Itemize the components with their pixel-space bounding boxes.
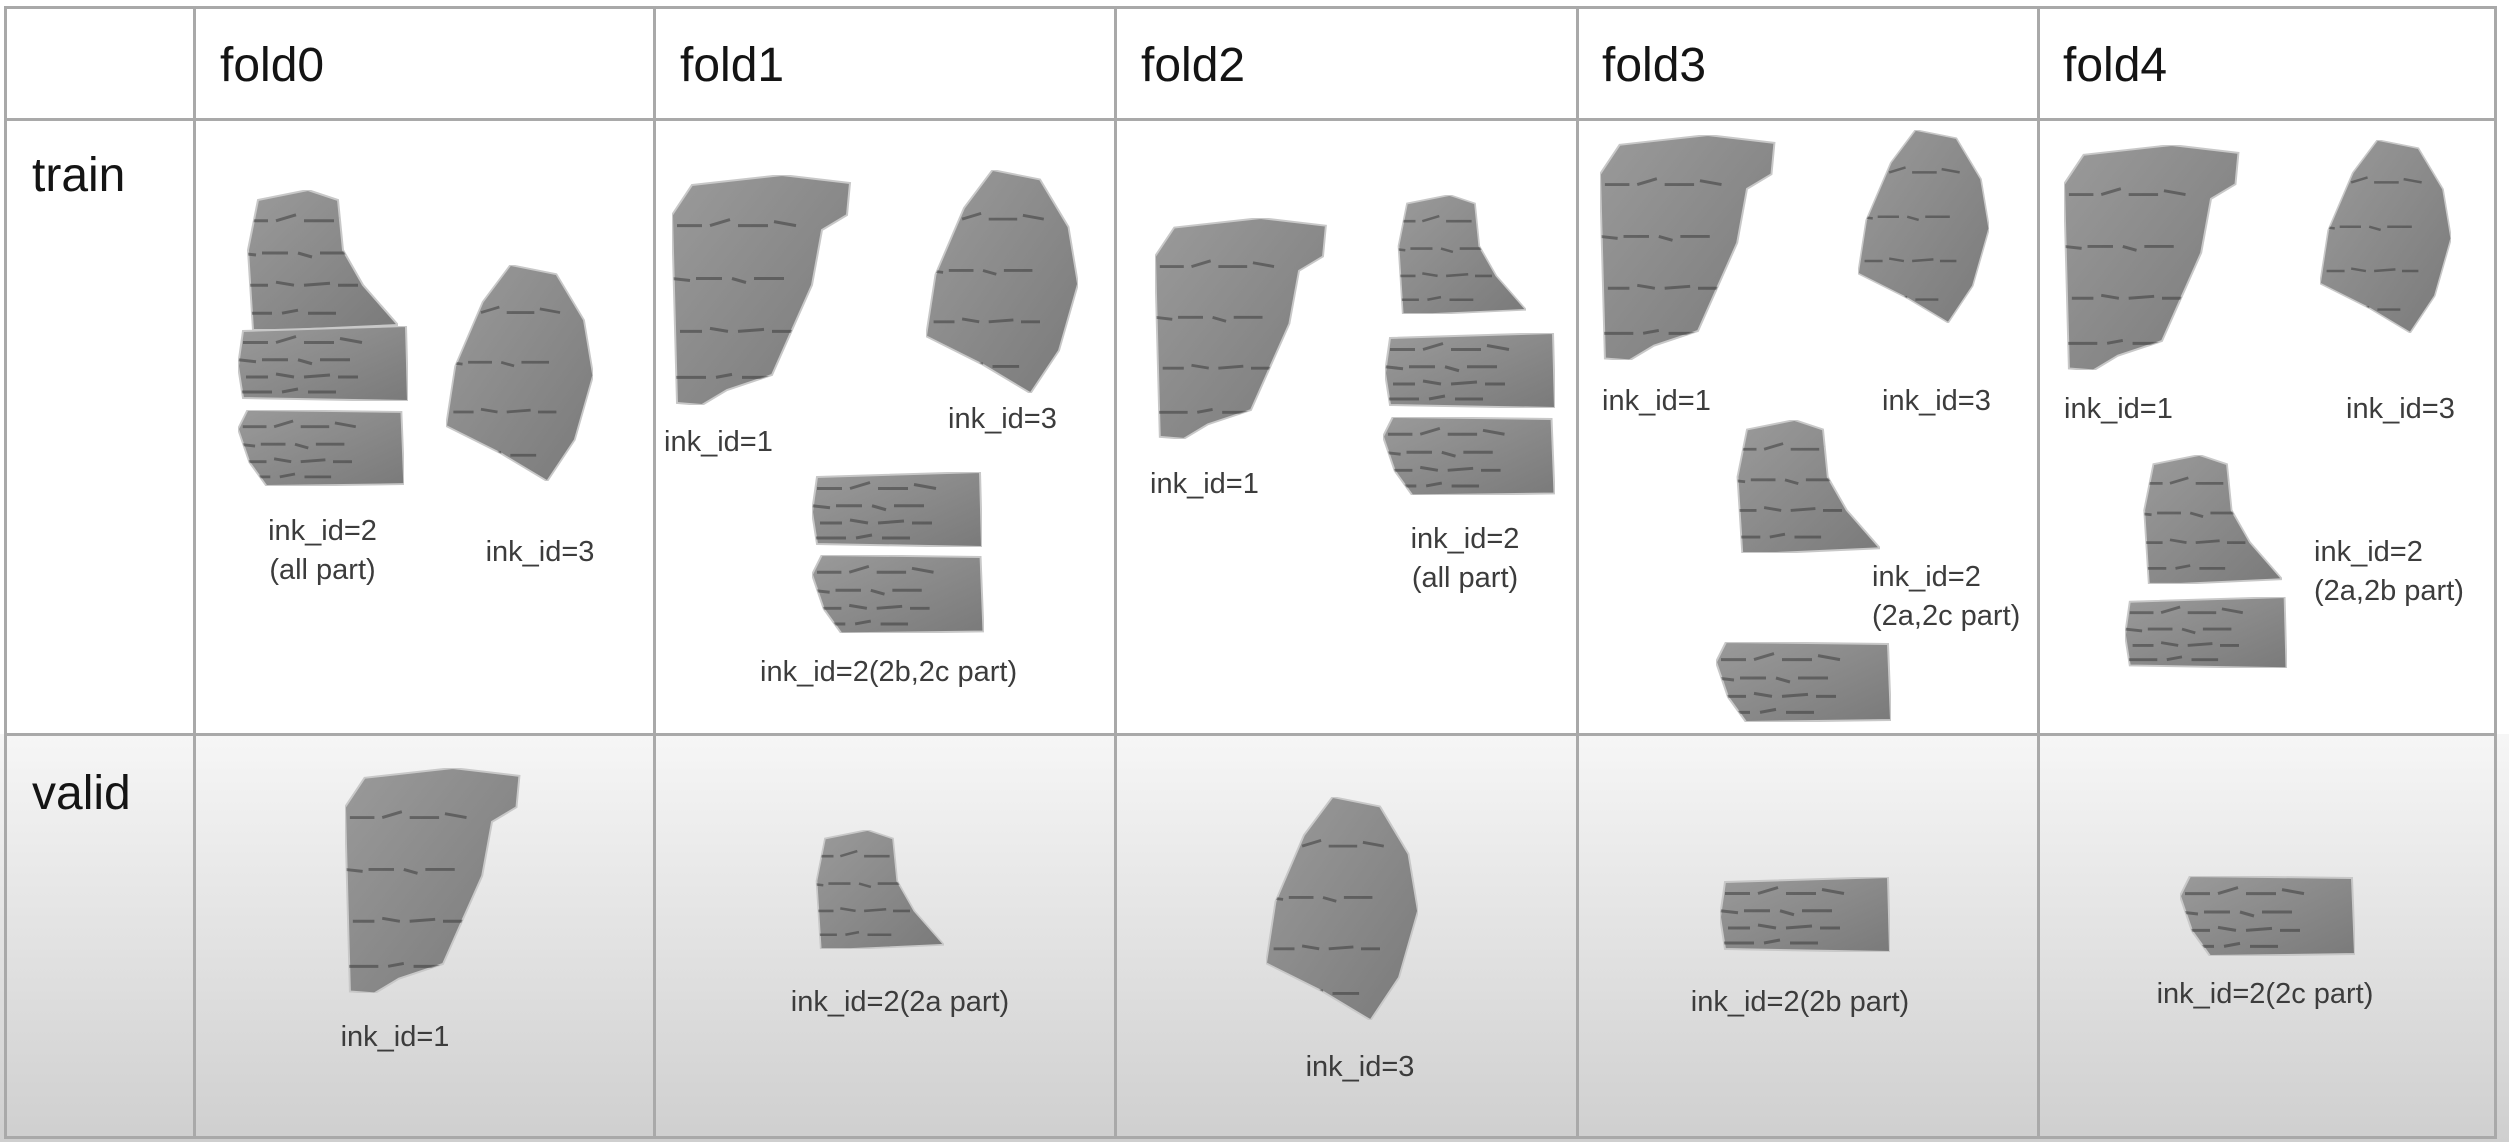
label-fold4-train-ink1: ink_id=1 bbox=[2064, 393, 2173, 425]
column-header-fold4: fold4 bbox=[2063, 39, 2168, 92]
fragment-fold3-train-2c bbox=[1716, 642, 1891, 722]
fragment-fold4-train-2a bbox=[2143, 455, 2283, 584]
column-header-fold1: fold1 bbox=[680, 39, 785, 92]
label-fold4-train-ink3: ink_id=3 bbox=[2346, 393, 2455, 425]
fragment-fold4-train-ink1 bbox=[2064, 145, 2240, 371]
grid-line-top bbox=[4, 6, 2497, 9]
grid-line-col-3 bbox=[1114, 6, 1117, 1139]
fragment-fold4-valid-2c bbox=[2180, 876, 2355, 956]
fragment-fold2-train-2a bbox=[1397, 195, 1526, 314]
grid-line-col-4 bbox=[1576, 6, 1579, 1139]
fragment-fold4-train-2b bbox=[2125, 597, 2287, 669]
label-fold1-train-ink3: ink_id=3 bbox=[948, 403, 1057, 435]
fragment-fold0-train-2a bbox=[246, 190, 398, 330]
label-fold2-train-ink1: ink_id=1 bbox=[1150, 468, 1259, 500]
label-line: ink_id=2 bbox=[268, 515, 377, 547]
column-header-fold2: fold2 bbox=[1141, 39, 1246, 92]
row-header-train: train bbox=[32, 149, 126, 202]
label-fold1-train-ink1: ink_id=1 bbox=[664, 426, 773, 458]
fragment-fold0-valid-ink1 bbox=[345, 768, 521, 994]
fragment-fold2-train-2b bbox=[1385, 333, 1555, 408]
grid-line-bottom bbox=[4, 1136, 2497, 1139]
fragment-fold1-train-2c bbox=[812, 555, 984, 634]
label-fold0-valid-ink1: ink_id=1 bbox=[340, 1021, 450, 1053]
fragment-fold2-train-2c bbox=[1383, 417, 1555, 496]
fragment-fold1-train-ink1 bbox=[672, 175, 852, 405]
fragment-fold1-train-2b bbox=[812, 472, 982, 547]
fragment-fold2-train-ink1 bbox=[1155, 218, 1327, 439]
fragment-fold0-train-ink3 bbox=[446, 265, 594, 482]
label-line: (all part) bbox=[269, 554, 376, 586]
row-header-valid: valid bbox=[32, 767, 131, 820]
label-fold4-valid-ink2: ink_id=2(2c part) bbox=[2156, 978, 2374, 1010]
column-header-fold3: fold3 bbox=[1602, 39, 1707, 92]
fragment-fold2-valid-ink3 bbox=[1266, 797, 1418, 1021]
label-fold4-train-ink2: ink_id=2 (2a,2b part) bbox=[2314, 533, 2494, 611]
grid-line-header-bottom bbox=[4, 118, 2497, 121]
fragment-fold0-train-2b bbox=[238, 326, 408, 401]
fragment-fold3-valid-2b bbox=[1720, 877, 1890, 952]
grid-line-train-bottom bbox=[4, 733, 2497, 736]
label-line: ink_id=2 bbox=[1410, 523, 1520, 555]
label-fold3-train-ink3: ink_id=3 bbox=[1882, 385, 1991, 417]
label-line: ink_id=2 bbox=[1872, 561, 1981, 593]
label-fold1-train-ink2: ink_id=2(2b,2c part) bbox=[760, 656, 1018, 688]
grid-line-col-1 bbox=[193, 6, 196, 1139]
label-line: (2a,2b part) bbox=[2314, 575, 2464, 607]
fragment-fold4-train-ink3 bbox=[2320, 140, 2452, 333]
grid-line-col-2 bbox=[653, 6, 656, 1139]
label-fold0-train-ink2: ink_id=2 (all part) bbox=[200, 512, 445, 590]
fragment-fold0-train-2c bbox=[238, 410, 405, 486]
fragment-fold3-train-ink1 bbox=[1600, 135, 1776, 361]
label-fold3-train-ink1: ink_id=1 bbox=[1602, 385, 1711, 417]
fragment-fold1-valid-2a bbox=[815, 830, 944, 949]
label-fold0-train-ink3: ink_id=3 bbox=[485, 536, 595, 568]
grid-line-col-5 bbox=[2037, 6, 2040, 1139]
label-fold2-train-ink2: ink_id=2 (all part) bbox=[1390, 520, 1540, 598]
label-fold1-valid-ink2: ink_id=2(2a part) bbox=[790, 986, 1010, 1018]
grid-line-left bbox=[4, 6, 7, 1139]
label-fold2-valid-ink3: ink_id=3 bbox=[1305, 1051, 1415, 1083]
label-line: ink_id=2 bbox=[2314, 536, 2423, 568]
label-fold3-valid-ink2: ink_id=2(2b part) bbox=[1690, 986, 1910, 1018]
fragment-fold1-train-ink3 bbox=[926, 170, 1078, 394]
fragment-fold3-train-ink3 bbox=[1858, 130, 1990, 323]
column-header-fold0: fold0 bbox=[220, 39, 325, 92]
grid-line-right bbox=[2494, 6, 2497, 1139]
label-line: (2a,2c part) bbox=[1872, 600, 2021, 632]
header-row-background bbox=[0, 0, 2509, 119]
label-line: (all part) bbox=[1411, 562, 1519, 594]
fragment-fold3-train-2a bbox=[1736, 420, 1880, 553]
label-fold3-train-ink2: ink_id=2 (2a,2c part) bbox=[1872, 558, 2037, 636]
